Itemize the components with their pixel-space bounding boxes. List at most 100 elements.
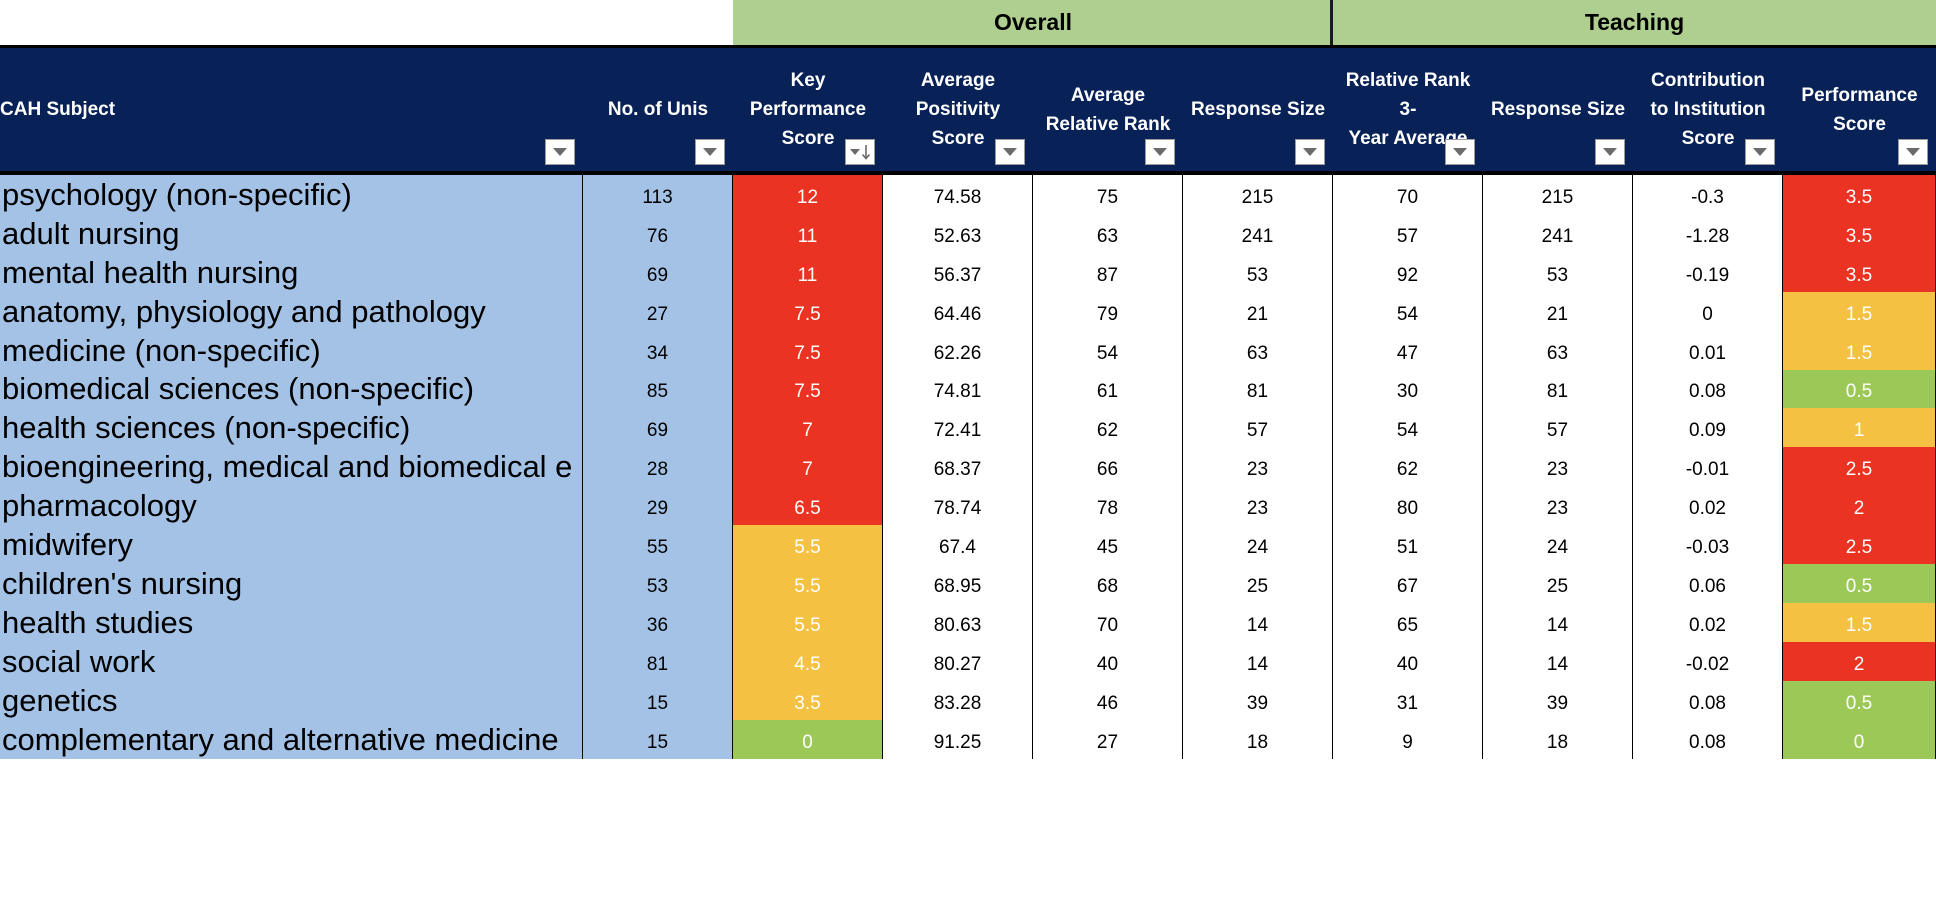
performance-score-cell[interactable]: 1: [1783, 408, 1936, 449]
key-performance-score-cell[interactable]: 12: [733, 175, 883, 215]
response-size-cell[interactable]: 23: [1183, 447, 1333, 488]
average-positivity-score-cell[interactable]: 74.58: [883, 175, 1033, 215]
key-performance-score-cell[interactable]: 7.5: [733, 369, 883, 410]
filter-dropdown-button[interactable]: [1898, 139, 1928, 165]
key-performance-score-cell[interactable]: 5.5: [733, 525, 883, 565]
average-relative-rank-cell[interactable]: 46: [1033, 680, 1183, 721]
no-of-unis-cell[interactable]: 36: [583, 602, 733, 643]
key-performance-score-cell[interactable]: 7.5: [733, 330, 883, 371]
table-row[interactable]: social work 81 4.5 80.27 40 14 40 14 -0.02 2: [0, 641, 1936, 682]
response-size-cell[interactable]: 21: [1183, 291, 1333, 332]
contribution-to-institution-score-cell[interactable]: -0.01: [1633, 447, 1783, 488]
performance-score-cell[interactable]: 3.5: [1783, 213, 1936, 254]
key-performance-score-cell[interactable]: 3.5: [733, 680, 883, 721]
cah-subject-cell[interactable]: health sciences (non-specific): [0, 408, 583, 449]
key-performance-score-cell[interactable]: 7: [733, 447, 883, 488]
average-relative-rank-cell[interactable]: 87: [1033, 252, 1183, 293]
contribution-to-institution-score-cell[interactable]: -1.28: [1633, 213, 1783, 254]
table-row[interactable]: adult nursing 76 11 52.63 63 241 57 241 -1.28 3.5: [0, 213, 1936, 254]
key-performance-score-cell[interactable]: 4.5: [733, 641, 883, 682]
filter-dropdown-button[interactable]: [1595, 139, 1625, 165]
average-positivity-score-cell[interactable]: 56.37: [883, 252, 1033, 293]
relative-rank-3-year-average-cell[interactable]: 80: [1333, 486, 1483, 527]
response-size-cell[interactable]: 57: [1183, 408, 1333, 449]
table-row[interactable]: biomedical sciences (non-specific) 85 7.5 7…: [0, 369, 1936, 410]
response-size-cell[interactable]: 24: [1183, 525, 1333, 565]
cah-subject-cell[interactable]: psychology (non-specific): [0, 175, 583, 215]
table-row[interactable]: psychology (non-specific) 113 12 74.58 75 215…: [0, 175, 1936, 215]
performance-score-cell[interactable]: 2.5: [1783, 447, 1936, 488]
no-of-unis-cell[interactable]: 15: [583, 719, 733, 760]
response-size-cell[interactable]: 25: [1183, 564, 1333, 604]
table-row[interactable]: health studies 36 5.5 80.63 70 14 65 14 0.02 1.5: [0, 602, 1936, 643]
performance-score-cell[interactable]: 1.5: [1783, 291, 1936, 332]
teaching-response-size-cell[interactable]: 241: [1483, 213, 1633, 254]
average-positivity-score-cell[interactable]: 52.63: [883, 213, 1033, 254]
teaching-response-size-cell[interactable]: 63: [1483, 330, 1633, 371]
teaching-response-size-cell[interactable]: 23: [1483, 486, 1633, 527]
average-relative-rank-cell[interactable]: 78: [1033, 486, 1183, 527]
teaching-response-size-cell[interactable]: 18: [1483, 719, 1633, 760]
performance-score-cell[interactable]: 1.5: [1783, 602, 1936, 643]
teaching-response-size-cell[interactable]: 81: [1483, 369, 1633, 410]
average-positivity-score-cell[interactable]: 62.26: [883, 330, 1033, 371]
cah-subject-cell[interactable]: health studies: [0, 602, 583, 643]
response-size-cell[interactable]: 215: [1183, 175, 1333, 215]
no-of-unis-cell[interactable]: 113: [583, 175, 733, 215]
average-positivity-score-cell[interactable]: 68.37: [883, 447, 1033, 488]
average-positivity-score-cell[interactable]: 83.28: [883, 680, 1033, 721]
contribution-to-institution-score-cell[interactable]: -0.3: [1633, 175, 1783, 215]
cah-subject-cell[interactable]: bioengineering, medical and biomedical e: [0, 447, 583, 488]
cah-subject-cell[interactable]: anatomy, physiology and pathology: [0, 291, 583, 332]
contribution-to-institution-score-cell[interactable]: -0.02: [1633, 641, 1783, 682]
filter-dropdown-button[interactable]: [1745, 139, 1775, 165]
key-performance-score-cell[interactable]: 5.5: [733, 602, 883, 643]
no-of-unis-cell[interactable]: 27: [583, 291, 733, 332]
contribution-to-institution-score-cell[interactable]: 0.08: [1633, 719, 1783, 760]
key-performance-score-cell[interactable]: 11: [733, 213, 883, 254]
average-positivity-score-cell[interactable]: 67.4: [883, 525, 1033, 565]
response-size-cell[interactable]: 23: [1183, 486, 1333, 527]
average-positivity-score-cell[interactable]: 91.25: [883, 719, 1033, 760]
relative-rank-3-year-average-cell[interactable]: 67: [1333, 564, 1483, 604]
teaching-response-size-cell[interactable]: 14: [1483, 641, 1633, 682]
teaching-response-size-cell[interactable]: 39: [1483, 680, 1633, 721]
relative-rank-3-year-average-cell[interactable]: 65: [1333, 602, 1483, 643]
contribution-to-institution-score-cell[interactable]: 0.09: [1633, 408, 1783, 449]
cah-subject-cell[interactable]: biomedical sciences (non-specific): [0, 369, 583, 410]
key-performance-score-cell[interactable]: 7: [733, 408, 883, 449]
filter-dropdown-button[interactable]: [1445, 139, 1475, 165]
cah-subject-cell[interactable]: pharmacology: [0, 486, 583, 527]
relative-rank-3-year-average-cell[interactable]: 9: [1333, 719, 1483, 760]
relative-rank-3-year-average-cell[interactable]: 40: [1333, 641, 1483, 682]
relative-rank-3-year-average-cell[interactable]: 62: [1333, 447, 1483, 488]
relative-rank-3-year-average-cell[interactable]: 54: [1333, 408, 1483, 449]
average-relative-rank-cell[interactable]: 62: [1033, 408, 1183, 449]
contribution-to-institution-score-cell[interactable]: 0.08: [1633, 680, 1783, 721]
key-performance-score-cell[interactable]: 6.5: [733, 486, 883, 527]
table-row[interactable]: medicine (non-specific) 34 7.5 62.26 54 63 47 6…: [0, 330, 1936, 371]
table-row[interactable]: bioengineering, medical and biomedical e…: [0, 447, 1936, 488]
filter-dropdown-button[interactable]: [545, 139, 575, 165]
teaching-response-size-cell[interactable]: 57: [1483, 408, 1633, 449]
no-of-unis-cell[interactable]: 81: [583, 641, 733, 682]
contribution-to-institution-score-cell[interactable]: 0.06: [1633, 564, 1783, 604]
teaching-response-size-cell[interactable]: 14: [1483, 602, 1633, 643]
no-of-unis-cell[interactable]: 69: [583, 408, 733, 449]
performance-score-cell[interactable]: 2: [1783, 641, 1936, 682]
table-row[interactable]: genetics 15 3.5 83.28 46 39 31 39 0.08 0.5: [0, 680, 1936, 721]
relative-rank-3-year-average-cell[interactable]: 31: [1333, 680, 1483, 721]
key-performance-score-cell[interactable]: 5.5: [733, 564, 883, 604]
key-performance-score-cell[interactable]: 11: [733, 252, 883, 293]
average-relative-rank-cell[interactable]: 75: [1033, 175, 1183, 215]
response-size-cell[interactable]: 241: [1183, 213, 1333, 254]
teaching-response-size-cell[interactable]: 21: [1483, 291, 1633, 332]
table-row[interactable]: anatomy, physiology and pathology 27 7.5 64…: [0, 291, 1936, 332]
cah-subject-cell[interactable]: complementary and alternative medicine: [0, 719, 583, 760]
teaching-response-size-cell[interactable]: 25: [1483, 564, 1633, 604]
cah-subject-cell[interactable]: mental health nursing: [0, 252, 583, 293]
table-row[interactable]: children's nursing 53 5.5 68.95 68 25 67 25 0.06…: [0, 564, 1936, 604]
average-relative-rank-cell[interactable]: 61: [1033, 369, 1183, 410]
teaching-response-size-cell[interactable]: 23: [1483, 447, 1633, 488]
filter-dropdown-button[interactable]: [695, 139, 725, 165]
